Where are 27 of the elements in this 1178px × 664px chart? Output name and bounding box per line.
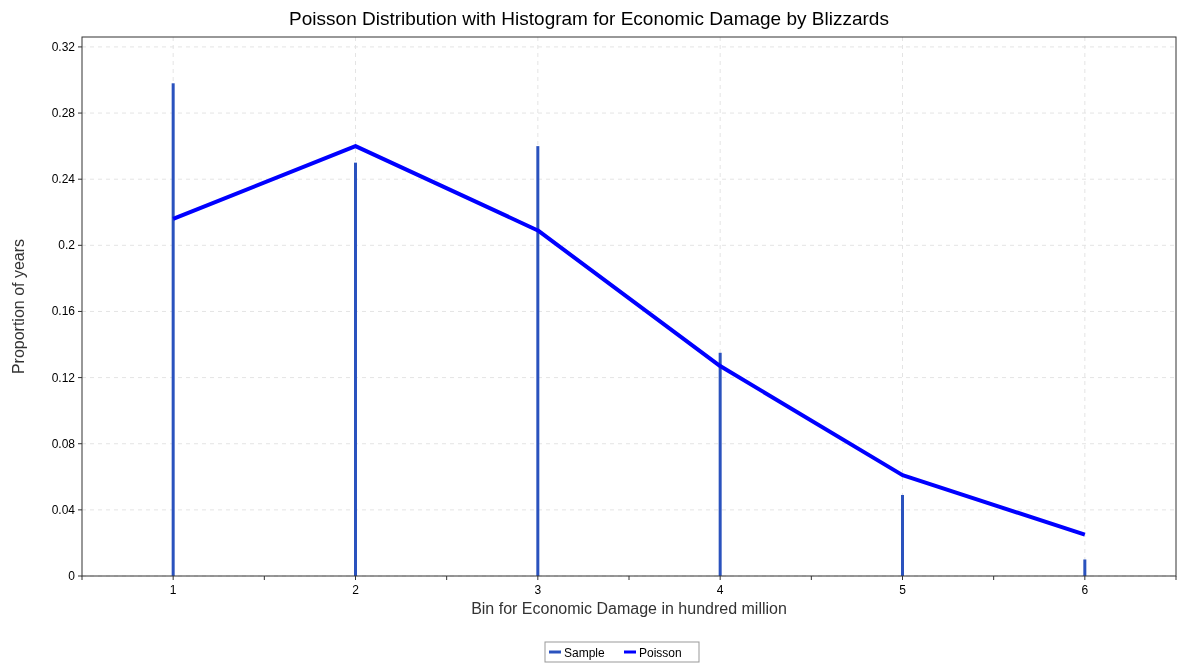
y-tick-label: 0.24 (51, 172, 76, 187)
x-tick-label: 5 (899, 583, 907, 597)
bar (354, 162, 357, 576)
x-tick-label: 6 (1081, 583, 1089, 597)
bar (901, 494, 904, 576)
x-tick-label: 1 (169, 583, 177, 597)
line-series (171, 144, 1087, 537)
y-tick-label: 0.08 (51, 436, 76, 451)
y-tick-label: 0.04 (51, 502, 76, 517)
y-tick-label: 0.32 (51, 39, 76, 54)
y-tick-label: 0.2 (58, 238, 76, 253)
bar (536, 146, 540, 576)
bar (1083, 559, 1087, 576)
y-tick-label: 0 (68, 569, 76, 583)
bar (718, 352, 722, 576)
chart-title: Poisson Distribution with Histogram for Economic Damage by Blizzards (289, 8, 889, 29)
x-tick-label: 3 (534, 583, 542, 597)
bar (171, 83, 175, 576)
y-tick-label: 0.16 (51, 304, 76, 319)
x-tick-label: 2 (352, 583, 360, 597)
legend-label: Sample (564, 646, 606, 660)
y-tick-label: 0.12 (51, 370, 76, 385)
x-axis-title: Bin for Economic Damage in hundred million (471, 600, 787, 617)
y-axis-title: Proportion of years (10, 238, 27, 375)
legend-label: Poisson (639, 646, 682, 660)
y-tick-label: 0.28 (51, 106, 76, 121)
x-tick-label: 4 (716, 583, 724, 597)
